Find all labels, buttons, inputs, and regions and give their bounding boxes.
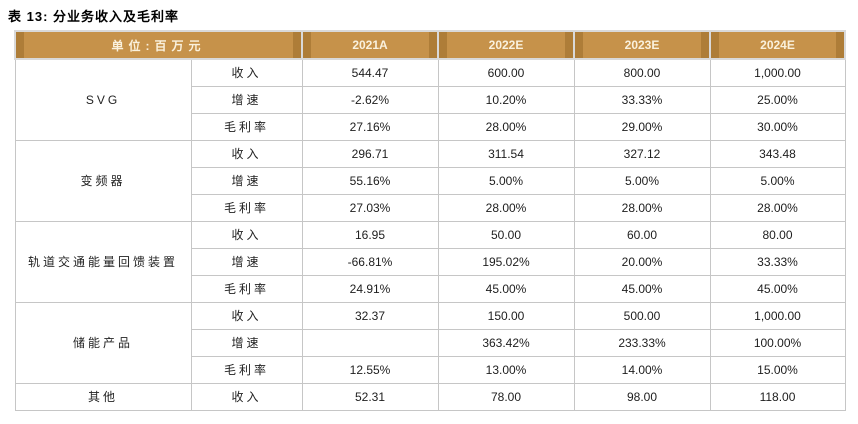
value-cell: 45.00%	[437, 274, 575, 303]
metric-label: 增速	[190, 247, 303, 276]
value-cell: 20.00%	[573, 247, 711, 276]
value-cell: 28.00%	[709, 193, 846, 222]
value-cell: 32.37	[301, 301, 439, 330]
value-cell: 13.00%	[437, 355, 575, 384]
value-cell: 16.95	[301, 220, 439, 249]
value-cell: 98.00	[573, 382, 711, 411]
table-row: 毛利率 27.03% 28.00% 28.00% 28.00%	[15, 193, 846, 222]
table-row: 轨道交通能量回馈装置 收入 16.95 50.00 60.00 80.00	[14, 220, 846, 303]
value-cell: 60.00	[573, 220, 711, 249]
year-header-2023e: 2023E	[573, 30, 711, 60]
metric-label: 毛利率	[190, 193, 303, 222]
value-cell: 1,000.00	[709, 58, 846, 87]
value-cell: 5.00%	[709, 166, 846, 195]
value-cell: 15.00%	[709, 355, 846, 384]
metric-label: 增速	[190, 85, 303, 114]
value-cell: 500.00	[573, 301, 711, 330]
group-name-energy-storage: 储能产品	[14, 301, 192, 384]
value-cell: 150.00	[437, 301, 575, 330]
value-cell: 50.00	[437, 220, 575, 249]
value-cell: 80.00	[709, 220, 846, 249]
value-cell: 1,000.00	[709, 301, 846, 330]
value-cell: -2.62%	[301, 85, 439, 114]
value-cell-empty	[301, 328, 439, 357]
value-cell: -66.81%	[301, 247, 439, 276]
year-header-2024e: 2024E	[709, 30, 846, 60]
metric-label: 毛利率	[190, 274, 303, 303]
table-row: 增速 363.42% 233.33% 100.00%	[15, 328, 846, 357]
value-cell: 24.91%	[301, 274, 439, 303]
value-cell: 118.00	[709, 382, 846, 411]
value-cell: 29.00%	[573, 112, 711, 141]
metric-label: 收入	[190, 139, 303, 168]
value-cell: 5.00%	[573, 166, 711, 195]
value-cell: 327.12	[573, 139, 711, 168]
value-cell: 55.16%	[301, 166, 439, 195]
value-cell: 600.00	[437, 58, 575, 87]
table-row: 增速 -2.62% 10.20% 33.33% 25.00%	[15, 85, 846, 114]
value-cell: 800.00	[573, 58, 711, 87]
metric-label: 毛利率	[190, 112, 303, 141]
value-cell: 27.16%	[301, 112, 439, 141]
metric-label: 毛利率	[190, 355, 303, 384]
table-row: 毛利率 12.55% 13.00% 14.00% 15.00%	[15, 355, 846, 384]
group-name-inverter: 变频器	[14, 139, 192, 222]
value-cell: 27.03%	[301, 193, 439, 222]
value-cell: 33.33%	[709, 247, 846, 276]
value-cell: 100.00%	[709, 328, 846, 357]
table-row: 储能产品 收入 32.37 150.00 500.00 1,000.00	[14, 301, 846, 384]
header-row: 单位:百万元 2021A 2022E 2023E 2024E	[14, 30, 846, 60]
metric-label: 收入	[190, 58, 303, 87]
metric-label: 增速	[190, 166, 303, 195]
group-name-other: 其他	[14, 382, 192, 411]
value-cell: 5.00%	[437, 166, 575, 195]
value-cell: 544.47	[301, 58, 439, 87]
value-cell: 311.54	[437, 139, 575, 168]
value-cell: 233.33%	[573, 328, 711, 357]
value-cell: 78.00	[437, 382, 575, 411]
table-row: SVG 收入 544.47 600.00 800.00 1,000.00	[14, 58, 846, 141]
table-header: 单位:百万元 2021A 2022E 2023E 2024E	[14, 30, 846, 60]
table-row: 变频器 收入 296.71 311.54 327.12 343.48	[14, 139, 846, 222]
value-cell: 14.00%	[573, 355, 711, 384]
value-cell: 10.20%	[437, 85, 575, 114]
unit-header-cell: 单位:百万元	[14, 30, 303, 60]
metric-label: 增速	[190, 328, 303, 357]
value-cell: 12.55%	[301, 355, 439, 384]
table-row: 毛利率 24.91% 45.00% 45.00% 45.00%	[15, 274, 846, 303]
year-header-2022e: 2022E	[437, 30, 575, 60]
table-row: 增速 55.16% 5.00% 5.00% 5.00%	[15, 166, 846, 195]
value-cell: 28.00%	[437, 193, 575, 222]
metric-label: 收入	[190, 382, 303, 411]
value-cell: 363.42%	[437, 328, 575, 357]
table-row: 毛利率 27.16% 28.00% 29.00% 30.00%	[15, 112, 846, 141]
value-cell: 296.71	[301, 139, 439, 168]
table-row: 增速 -66.81% 195.02% 20.00% 33.33%	[15, 247, 846, 276]
value-cell: 343.48	[709, 139, 846, 168]
revenue-margin-table: 单位:百万元 2021A 2022E 2023E 2024E SVG 收入 54…	[14, 30, 846, 411]
value-cell: 30.00%	[709, 112, 846, 141]
metric-label: 收入	[190, 220, 303, 249]
year-header-2021a: 2021A	[301, 30, 439, 60]
value-cell: 45.00%	[573, 274, 711, 303]
value-cell: 45.00%	[709, 274, 846, 303]
value-cell: 25.00%	[709, 85, 846, 114]
value-cell: 33.33%	[573, 85, 711, 114]
table-title: 表 13: 分业务收入及毛利率	[8, 9, 180, 24]
group-name-svg: SVG	[14, 58, 192, 141]
table-row: 其他 收入 52.31 78.00 98.00 118.00	[14, 382, 846, 411]
value-cell: 28.00%	[437, 112, 575, 141]
metric-label: 收入	[190, 301, 303, 330]
value-cell: 28.00%	[573, 193, 711, 222]
table-body: SVG 收入 544.47 600.00 800.00 1,000.00 增速 …	[14, 58, 846, 411]
value-cell: 195.02%	[437, 247, 575, 276]
value-cell: 52.31	[301, 382, 439, 411]
group-name-rail-energy-feedback: 轨道交通能量回馈装置	[14, 220, 192, 303]
